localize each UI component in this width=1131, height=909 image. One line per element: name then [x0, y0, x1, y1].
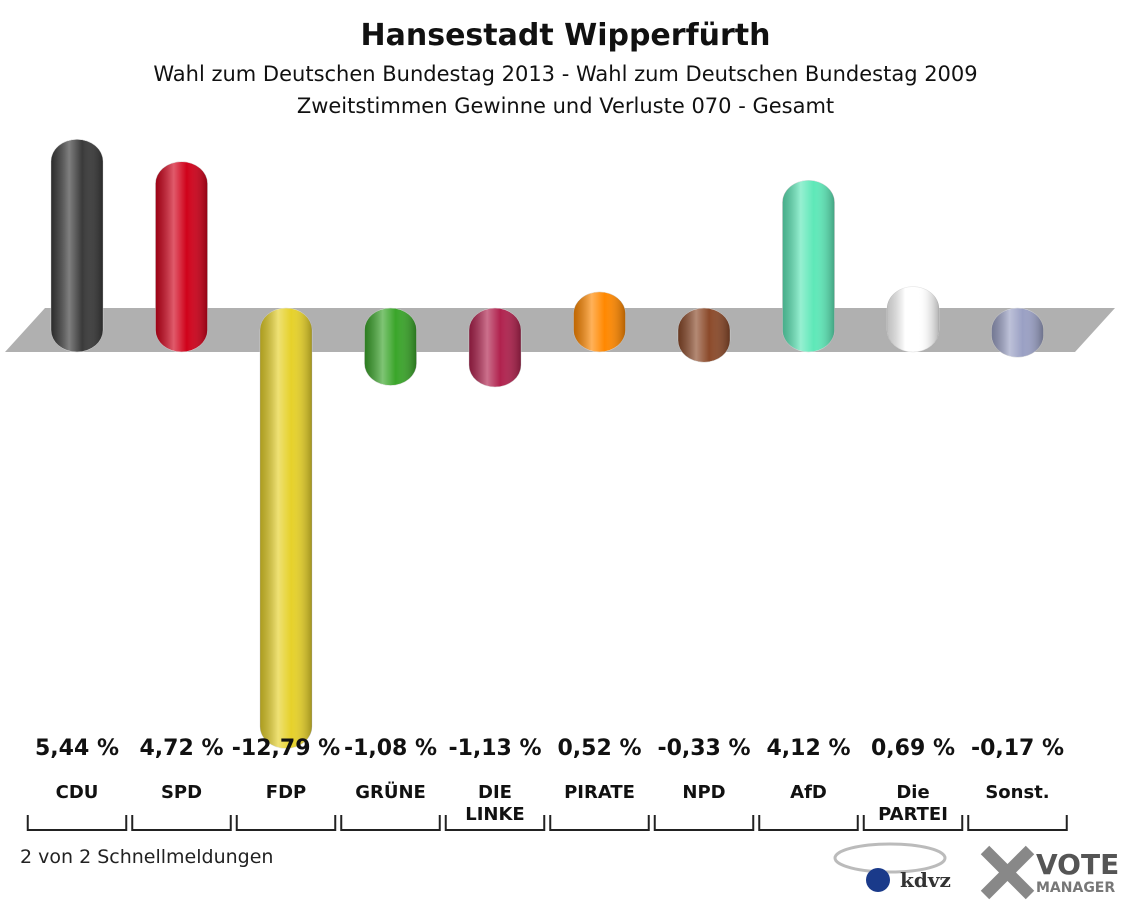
value-label: 5,44 % — [35, 736, 119, 761]
bar-shine — [51, 139, 103, 352]
category-label: AfD — [790, 782, 827, 803]
value-label: 0,52 % — [557, 736, 642, 761]
bracket — [758, 815, 859, 831]
category-label: GRÜNE — [355, 782, 426, 803]
subtitle: Wahl zum Deutschen Bundestag 2013 - Wahl… — [153, 62, 978, 86]
bracket — [653, 815, 755, 831]
logo-swoosh — [833, 842, 947, 874]
bracket — [131, 815, 232, 831]
logo-x — [980, 845, 1035, 900]
bracket — [444, 815, 546, 831]
bar-shine — [573, 291, 626, 352]
category-label: DIE LINKE — [465, 782, 525, 825]
title: Hansestadt Wipperfürth — [360, 18, 771, 53]
value-label: -1,13 % — [448, 736, 542, 761]
category-label: FDP — [265, 782, 307, 803]
bar-shine — [469, 308, 521, 388]
bar-shine — [155, 161, 208, 352]
bracket — [340, 815, 441, 831]
category-label: PIRATE — [564, 782, 635, 803]
bracket — [26, 815, 128, 831]
value-label: -0,17 % — [970, 736, 1065, 761]
subtitle: Zweitstimmen Gewinne und Verluste 070 - … — [296, 94, 835, 118]
category-label: Sonst. — [985, 782, 1050, 803]
bar-shine — [991, 308, 1044, 358]
category-label: NPD — [682, 782, 726, 803]
logo-text: VOTE — [1036, 848, 1120, 881]
value-label: -12,79 % — [231, 736, 341, 761]
bar-shine — [782, 180, 835, 352]
bars — [50, 139, 1044, 749]
value-label: 4,12 % — [766, 736, 851, 761]
bar-shine — [887, 286, 939, 352]
bracket — [549, 815, 650, 831]
category-label: Die PARTEI — [878, 782, 948, 825]
value-label: 4,72 % — [139, 736, 224, 761]
logo-text: kdvz — [900, 868, 951, 892]
bar-shine — [260, 308, 312, 749]
value-label: -1,08 % — [343, 736, 438, 761]
category-label: CDU — [55, 782, 99, 803]
value-label: 0,69 % — [871, 736, 955, 761]
bracket — [862, 815, 964, 831]
logo-text: MANAGER — [1036, 880, 1116, 896]
bracket — [235, 815, 337, 831]
footer: 2 von 2 Schnellmeldungen — [20, 846, 274, 868]
category-label: SPD — [160, 782, 203, 803]
bar-shine — [364, 308, 417, 386]
bracket — [967, 815, 1068, 831]
value-label: -0,33 % — [657, 736, 751, 761]
brackets — [26, 815, 1068, 831]
logo-dot — [866, 868, 890, 892]
bar-shine — [678, 308, 730, 363]
